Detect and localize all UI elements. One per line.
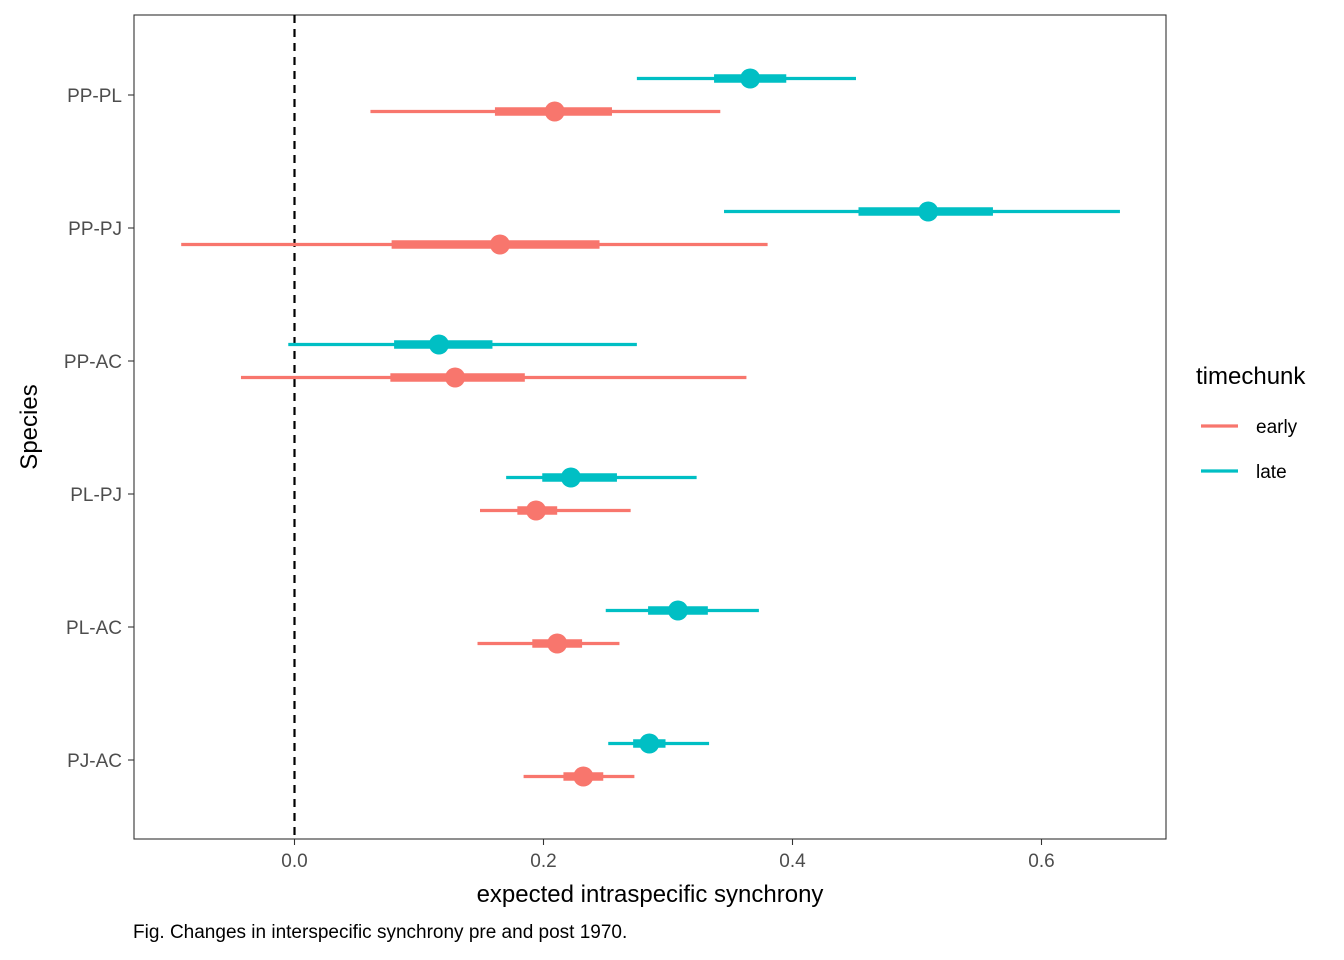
legend-label-late: late xyxy=(1256,462,1287,483)
point-estimate xyxy=(639,733,660,754)
y-tick-label: PL-PJ xyxy=(70,485,122,506)
x-axis-title: expected intraspecific synchrony xyxy=(477,881,824,908)
y-tick-label: PL-AC xyxy=(66,618,122,639)
x-tick-label: 0.4 xyxy=(779,851,806,872)
point-estimate xyxy=(740,68,761,89)
figure-caption: Fig. Changes in interspecific synchrony … xyxy=(133,922,628,943)
point-estimate xyxy=(918,201,939,222)
y-tick-label: PJ-AC xyxy=(67,751,122,772)
point-estimate xyxy=(489,234,510,255)
panel-border xyxy=(133,14,1167,840)
series-late xyxy=(288,68,1120,754)
y-tick-label: PP-PL xyxy=(67,86,122,107)
y-axis-title: Species xyxy=(16,384,43,469)
point-estimate xyxy=(445,367,466,388)
y-tick-label: PP-PJ xyxy=(68,219,122,240)
legend: timechunk early late xyxy=(1196,363,1306,483)
plot-panel xyxy=(133,14,1167,840)
point-estimate xyxy=(526,500,547,521)
x-tick-label: 0.2 xyxy=(530,851,556,872)
point-estimate xyxy=(560,467,581,488)
point-estimate xyxy=(573,766,594,787)
point-estimate xyxy=(667,600,688,621)
legend-title: timechunk xyxy=(1196,363,1306,390)
x-tick-label: 0.6 xyxy=(1028,851,1054,872)
x-axis: 0.0 0.2 0.4 0.6 xyxy=(281,839,1055,872)
x-tick-label: 0.0 xyxy=(281,851,307,872)
y-axis: PP-PL PP-PJ PP-AC PL-PJ PL-AC PJ-AC xyxy=(64,86,134,772)
point-estimate xyxy=(547,633,568,654)
y-tick-label: PP-AC xyxy=(64,352,122,373)
legend-label-early: early xyxy=(1256,417,1298,438)
series-early xyxy=(181,101,768,787)
point-estimate xyxy=(428,334,449,355)
point-estimate xyxy=(544,101,565,122)
